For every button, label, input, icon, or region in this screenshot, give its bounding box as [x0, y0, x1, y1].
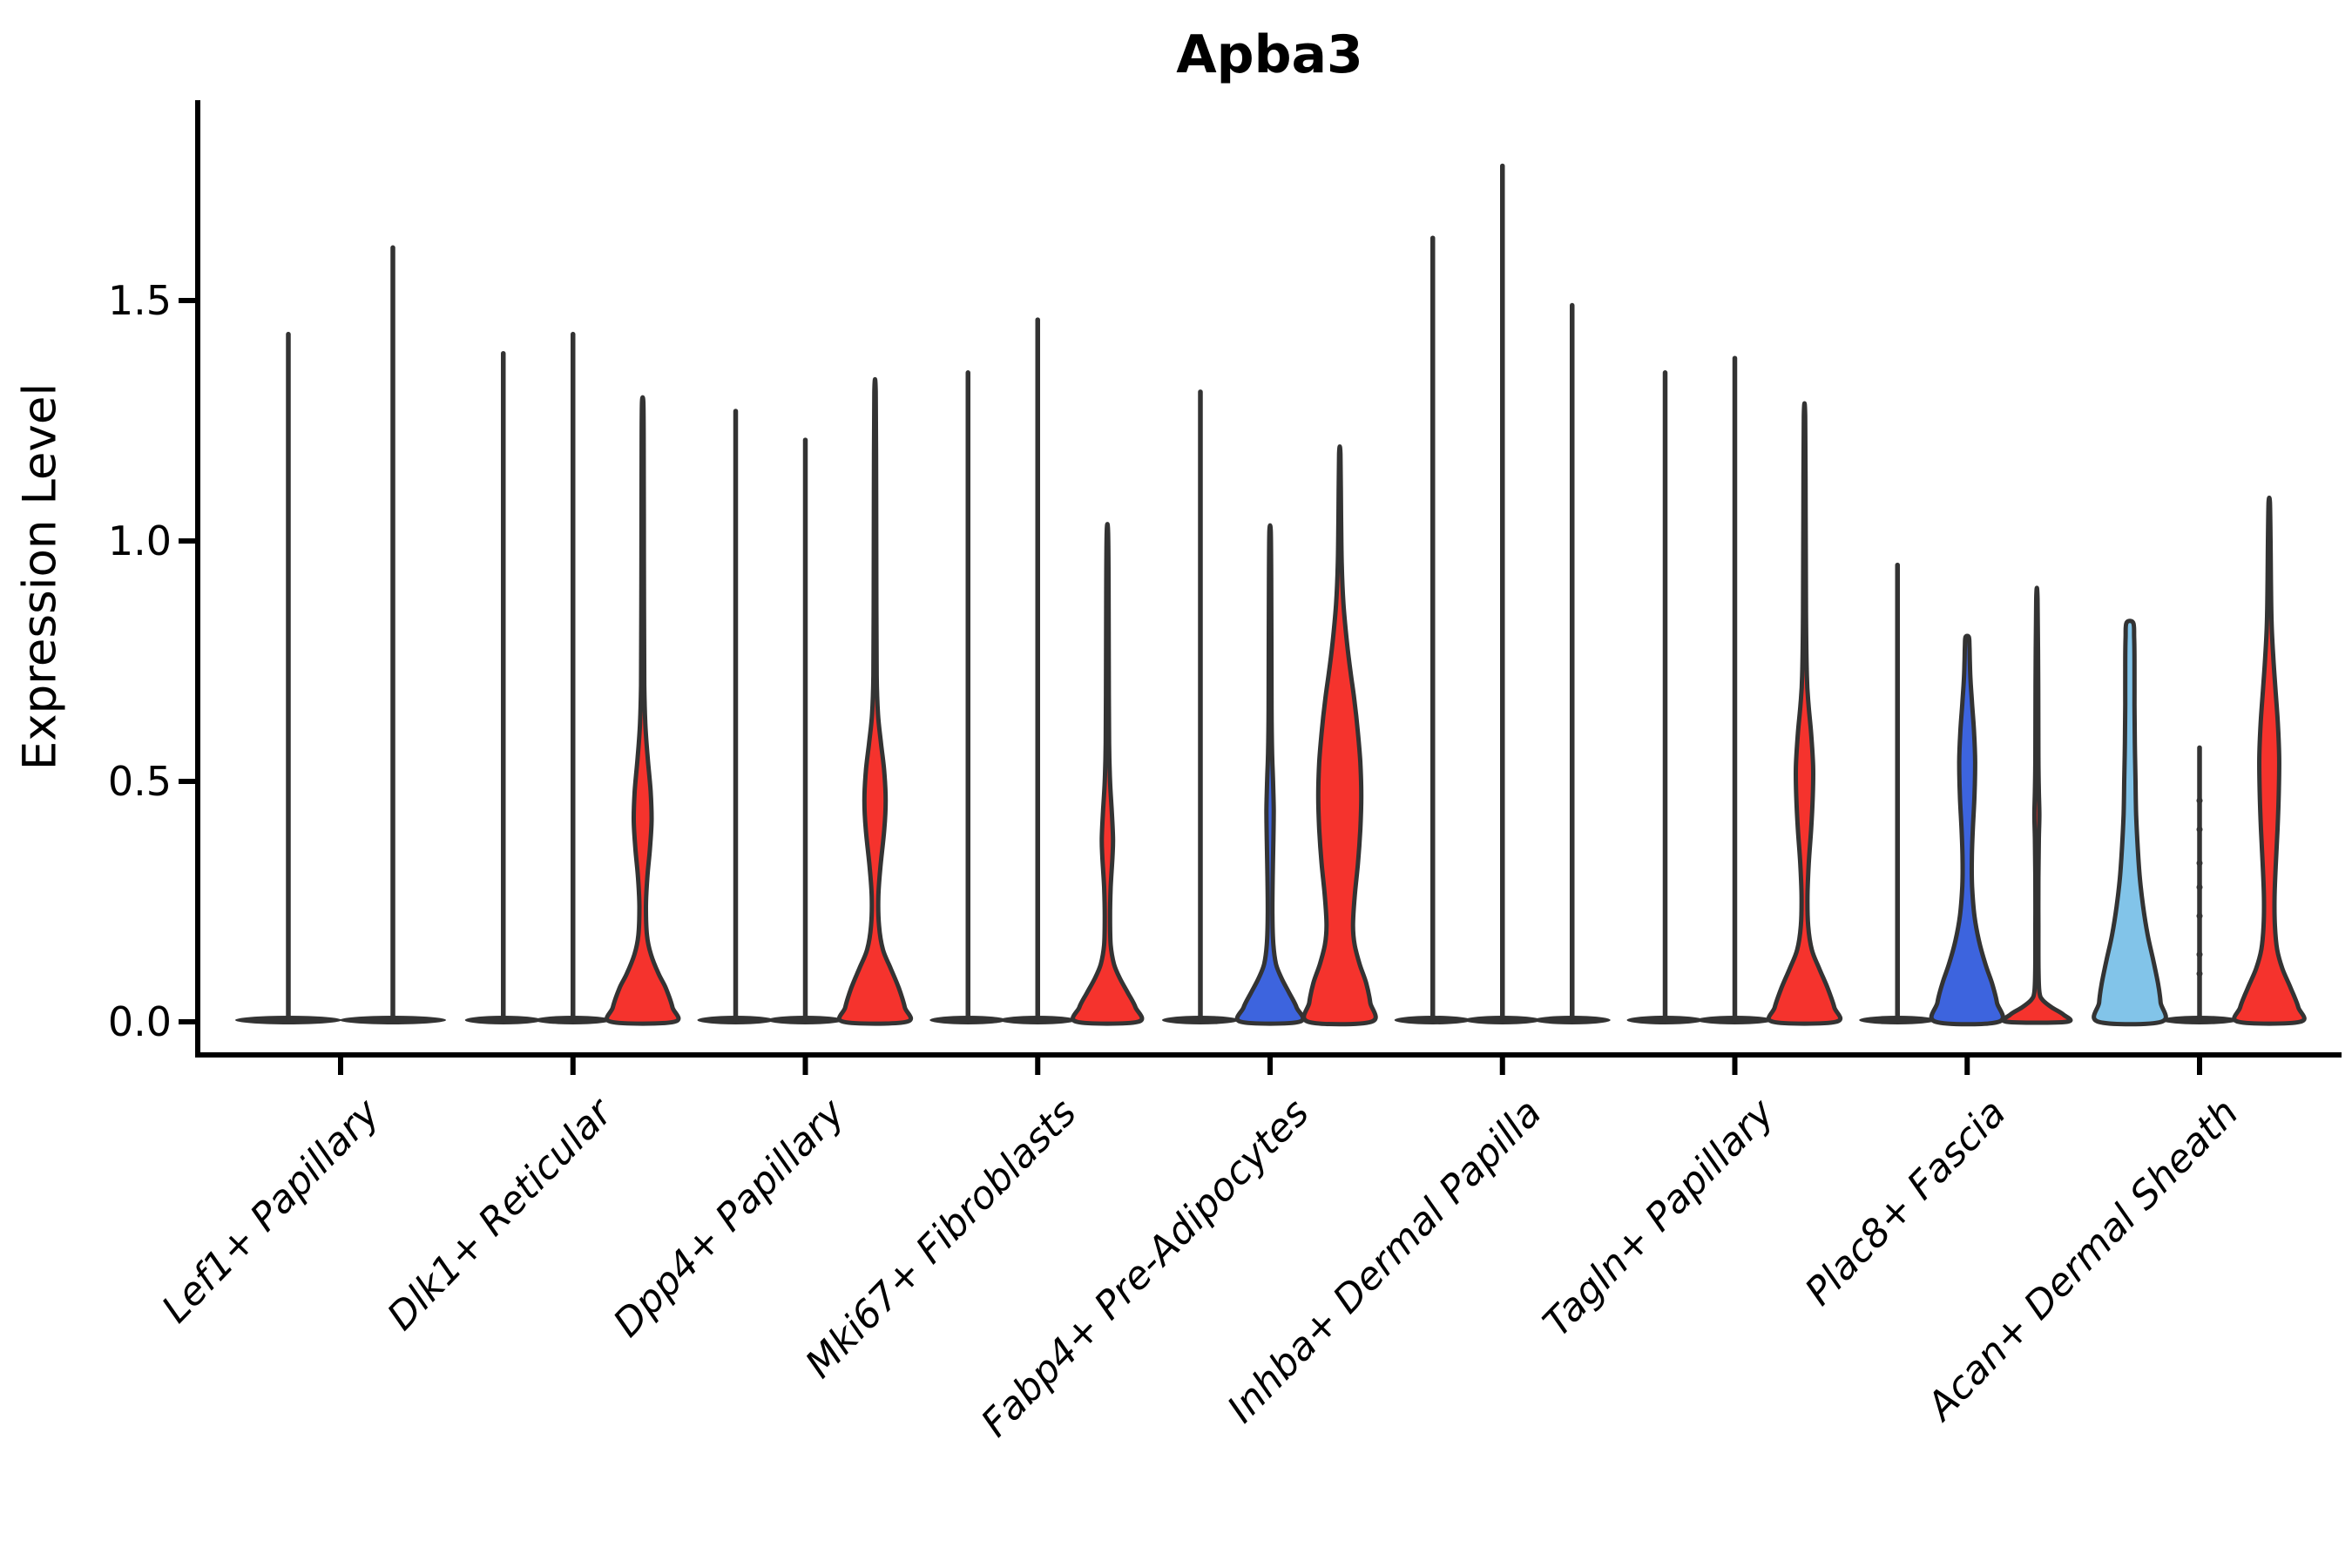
violin-red — [1766, 401, 1843, 1026]
violin-red — [1071, 522, 1145, 1026]
jitter-point — [2196, 860, 2203, 867]
y-tick-label-1p5: 1.5 — [107, 277, 172, 324]
violin-red — [605, 395, 681, 1026]
violins-layer — [235, 163, 2307, 1027]
violin-red — [2232, 495, 2307, 1026]
jitter-point — [2196, 951, 2203, 958]
violin-blue — [1929, 633, 2005, 1027]
axes-layer — [179, 100, 2342, 1075]
jitter-point — [2196, 970, 2203, 977]
x-tick-marks — [338, 1055, 2202, 1075]
violin-red — [836, 376, 914, 1026]
jitter-point — [2196, 797, 2203, 804]
violin-blue — [1234, 523, 1306, 1026]
violin-skyblue — [2092, 618, 2168, 1027]
jitter-point — [2196, 913, 2203, 920]
chart-title: Apba3 — [1176, 24, 1363, 85]
y-tick-label-0p5: 0.5 — [107, 758, 172, 805]
y-tick-label-1p0: 1.0 — [107, 517, 172, 564]
jitter-point — [2196, 883, 2203, 890]
violin-red — [1301, 444, 1378, 1027]
y-tick-marks — [179, 298, 198, 1024]
y-tick-label-0p0: 0.0 — [107, 998, 172, 1045]
jitter-point — [2196, 826, 2203, 833]
violin-red — [2001, 585, 2073, 1025]
